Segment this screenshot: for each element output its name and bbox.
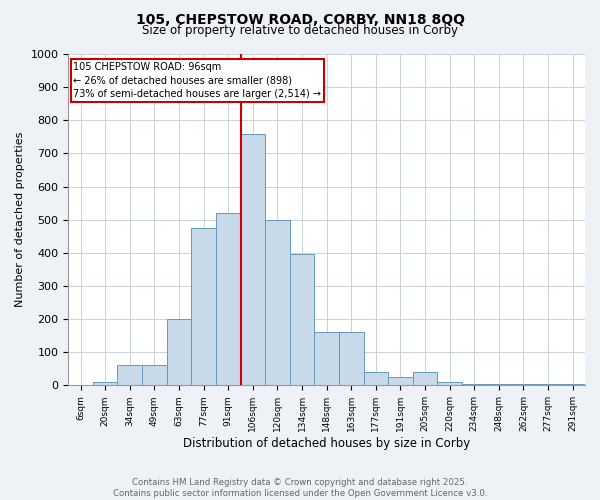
- Y-axis label: Number of detached properties: Number of detached properties: [15, 132, 25, 308]
- Bar: [560, 384, 585, 386]
- Bar: [487, 384, 511, 386]
- Bar: [118, 366, 142, 386]
- Bar: [339, 332, 364, 386]
- Bar: [241, 134, 265, 386]
- Bar: [314, 332, 339, 386]
- Bar: [142, 366, 167, 386]
- Bar: [511, 384, 536, 386]
- Bar: [437, 382, 462, 386]
- Text: Contains HM Land Registry data © Crown copyright and database right 2025.
Contai: Contains HM Land Registry data © Crown c…: [113, 478, 487, 498]
- Bar: [364, 372, 388, 386]
- Bar: [265, 220, 290, 386]
- Bar: [167, 319, 191, 386]
- Bar: [388, 377, 413, 386]
- Bar: [462, 384, 487, 386]
- Text: Size of property relative to detached houses in Corby: Size of property relative to detached ho…: [142, 24, 458, 37]
- Bar: [93, 382, 118, 386]
- Bar: [290, 254, 314, 386]
- Bar: [413, 372, 437, 386]
- X-axis label: Distribution of detached houses by size in Corby: Distribution of detached houses by size …: [183, 437, 470, 450]
- Bar: [191, 228, 216, 386]
- Text: 105 CHEPSTOW ROAD: 96sqm
← 26% of detached houses are smaller (898)
73% of semi-: 105 CHEPSTOW ROAD: 96sqm ← 26% of detach…: [73, 62, 322, 98]
- Bar: [536, 384, 560, 386]
- Text: 105, CHEPSTOW ROAD, CORBY, NN18 8QQ: 105, CHEPSTOW ROAD, CORBY, NN18 8QQ: [136, 12, 464, 26]
- Bar: [216, 213, 241, 386]
